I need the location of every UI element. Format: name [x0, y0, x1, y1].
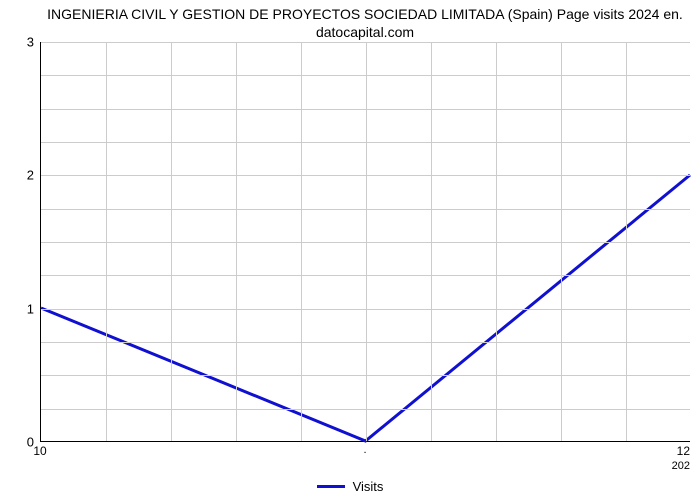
chart-title-line1: INGENIERIA CIVIL Y GESTION DE PROYECTOS …	[47, 6, 683, 22]
x-tick-label: 12	[677, 444, 690, 458]
gridline-v	[431, 42, 432, 441]
x-axis-sublabel: 202	[672, 460, 690, 472]
legend: Visits	[0, 478, 700, 494]
gridline-v	[236, 42, 237, 441]
visits-line-chart: INGENIERIA CIVIL Y GESTION DE PROYECTOS …	[0, 0, 700, 500]
y-tick-label: 2	[0, 168, 34, 183]
y-tick-label: 1	[0, 301, 34, 316]
gridline-v	[106, 42, 107, 441]
chart-title: INGENIERIA CIVIL Y GESTION DE PROYECTOS …	[40, 6, 690, 41]
legend-label: Visits	[353, 479, 384, 494]
x-tick-label: 10	[33, 444, 46, 458]
gridline-v	[496, 42, 497, 441]
gridline-v	[366, 42, 367, 441]
plot-area	[40, 42, 690, 442]
x-tick-mid: .	[363, 444, 366, 456]
gridline-v	[301, 42, 302, 441]
y-tick-label: 3	[0, 35, 34, 50]
legend-swatch	[317, 485, 345, 488]
chart-title-line2: datocapital.com	[316, 24, 414, 40]
gridline-v	[171, 42, 172, 441]
y-tick-label: 0	[0, 435, 34, 450]
gridline-v	[561, 42, 562, 441]
gridline-v	[626, 42, 627, 441]
